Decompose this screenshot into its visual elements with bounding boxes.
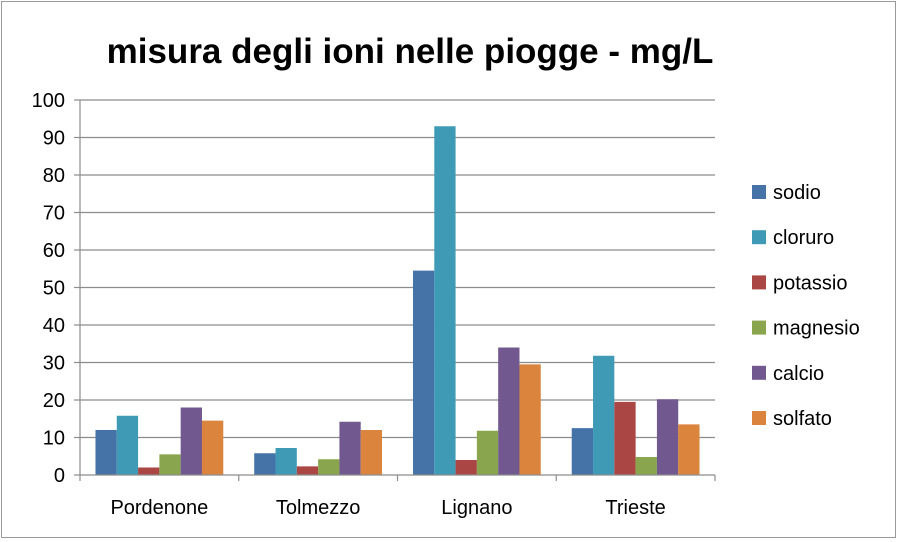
bar-potassio-lignano [455, 460, 477, 475]
y-tick-label: 50 [43, 278, 65, 300]
bars [95, 126, 700, 475]
legend-label-sodio: sodio [773, 182, 821, 204]
bar-cloruro-lignano [434, 126, 456, 475]
y-tick-label: 80 [43, 165, 65, 187]
y-tick-label: 30 [43, 353, 65, 375]
legend-swatch-cloruro [752, 230, 766, 245]
bar-solfato-trieste [678, 424, 700, 475]
legend-swatch-solfato [752, 411, 766, 425]
y-tick-label: 70 [43, 203, 65, 225]
legend-label-calcio: calcio [773, 363, 824, 385]
legend-swatch-potassio [752, 275, 766, 290]
chart-title: misura degli ioni nelle piogge - mg/L [107, 32, 714, 71]
y-tick-label: 10 [43, 428, 65, 450]
bar-calcio-tolmezzo [339, 421, 361, 475]
bar-potassio-pordenone [138, 467, 160, 475]
y-tick-label: 100 [32, 90, 65, 112]
y-tick-label: 20 [43, 390, 65, 412]
legend-label-magnesio: magnesio [773, 318, 860, 340]
bar-magnesio-pordenone [159, 454, 181, 475]
legend-label-cloruro: cloruro [773, 227, 834, 249]
category-labels: Pordenone Tolmezzo Lignano Trieste [110, 497, 665, 519]
y-tick-label: 40 [43, 315, 65, 337]
bar-cloruro-pordenone [116, 415, 139, 475]
category-label: Pordenone [110, 497, 208, 519]
bar-cloruro-tolmezzo [275, 448, 297, 475]
bar-cloruro-trieste [593, 355, 615, 475]
bar-solfato-pordenone [201, 420, 224, 475]
category-label: Lignano [441, 497, 512, 519]
bar-magnesio-tolmezzo [318, 459, 340, 475]
y-tick-label: 90 [43, 128, 65, 150]
legend-label-solfato: solfato [773, 408, 832, 430]
bar-solfato-lignano [519, 364, 541, 475]
bar-potassio-tolmezzo [296, 466, 319, 475]
bar-sodio-tolmezzo [254, 453, 276, 475]
y-axis-ticks: 0 10 20 30 40 50 60 70 80 90 100 [32, 90, 80, 487]
bar-calcio-pordenone [180, 407, 202, 475]
y-tick-label: 0 [54, 465, 65, 487]
gridlines [80, 99, 715, 439]
legend-swatch-magnesio [752, 320, 766, 335]
bar-sodio-pordenone [95, 430, 117, 475]
bar-magnesio-trieste [635, 457, 657, 475]
bar-potassio-trieste [614, 401, 636, 475]
bar-calcio-trieste [656, 399, 679, 475]
legend: sodio cloruro potassio magnesio calcio solfat… [752, 182, 860, 430]
bar-calcio-lignano [498, 347, 520, 475]
bar-solfato-tolmezzo [360, 430, 383, 475]
bar-magnesio-lignano [476, 430, 499, 475]
bar-sodio-trieste [571, 428, 594, 475]
axes [79, 100, 716, 481]
bar-sodio-lignano [412, 270, 435, 475]
legend-swatch-calcio [752, 365, 766, 380]
category-label: Trieste [605, 497, 665, 519]
legend-swatch-sodio [752, 185, 766, 199]
category-label: Tolmezzo [276, 497, 360, 519]
y-tick-label: 60 [43, 240, 65, 262]
legend-label-potassio: potassio [773, 272, 848, 294]
